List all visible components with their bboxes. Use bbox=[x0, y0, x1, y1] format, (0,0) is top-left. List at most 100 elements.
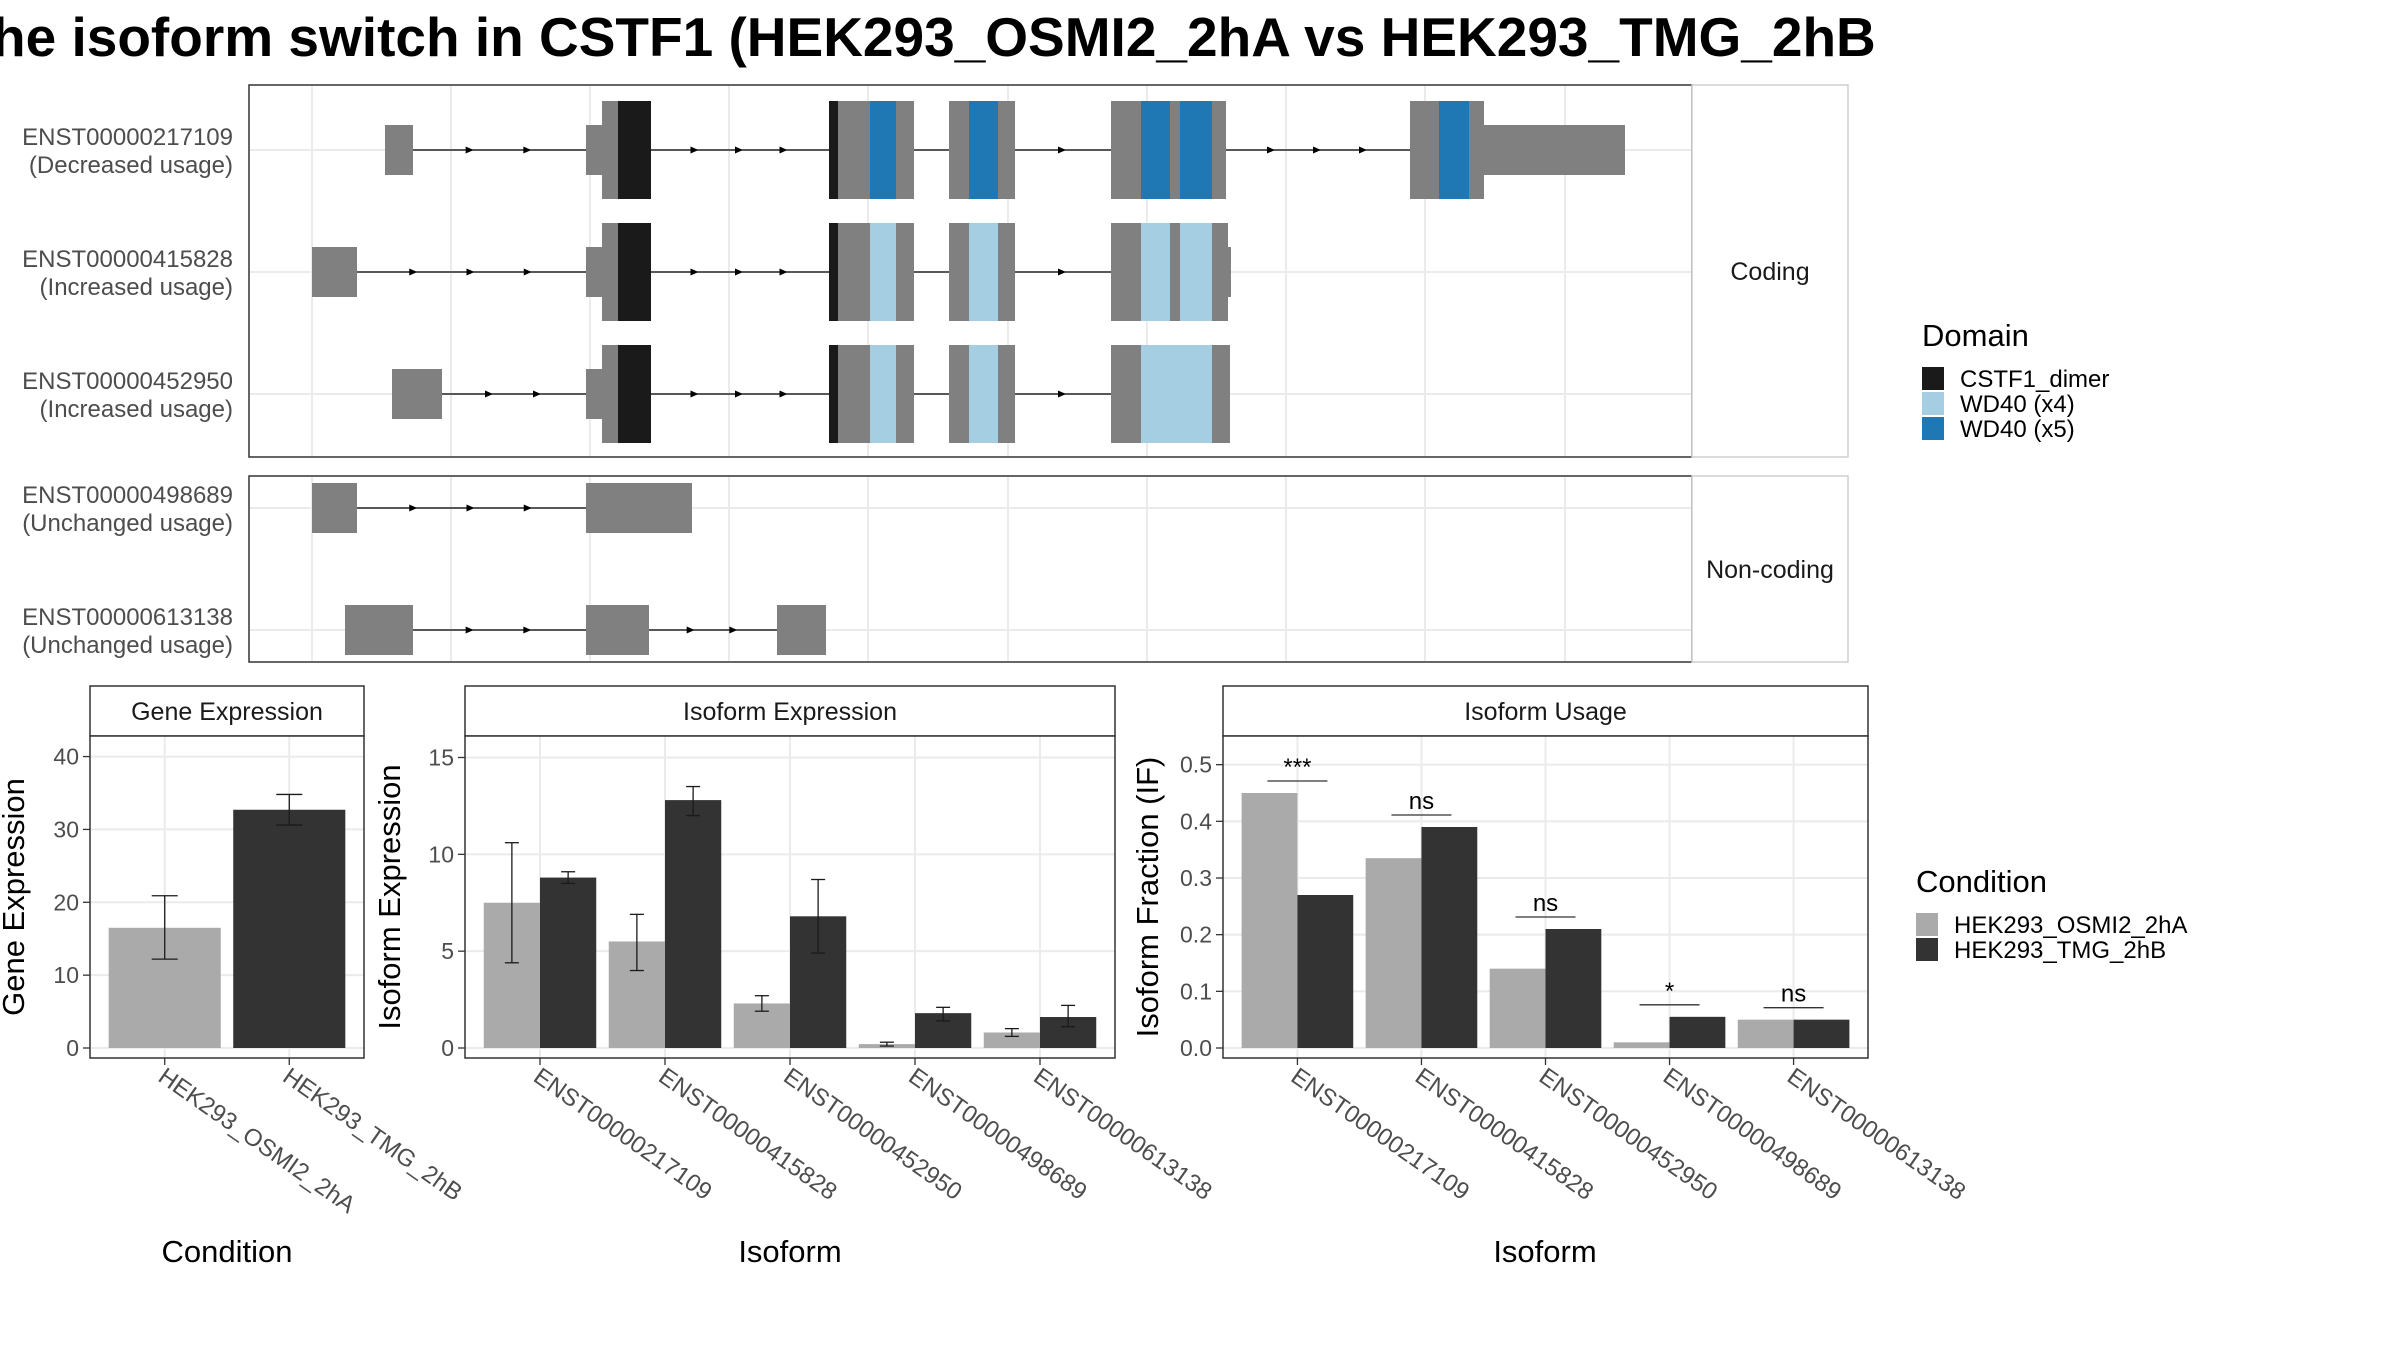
transcript-model-3 bbox=[392, 345, 1230, 443]
legend-key-osmi2 bbox=[1916, 913, 1938, 936]
exon bbox=[949, 345, 969, 443]
facet-strip-title: Isoform Usage bbox=[1464, 698, 1627, 726]
significance-label: * bbox=[1665, 978, 1674, 1005]
x-axis-title: Isoform bbox=[738, 1234, 841, 1269]
intron-arrow bbox=[729, 626, 738, 634]
exon bbox=[1410, 101, 1439, 199]
wd40-domain bbox=[969, 101, 998, 199]
y-tick-label: 0.4 bbox=[1180, 808, 1212, 834]
y-tick-label: 10 bbox=[53, 962, 79, 988]
bar-ENST00000498689-osmi2 bbox=[1613, 1042, 1670, 1048]
wd40-domain bbox=[1141, 345, 1180, 443]
exon bbox=[602, 345, 618, 443]
intron-arrow bbox=[523, 146, 532, 154]
legend-key-wd40-x5 bbox=[1922, 417, 1944, 440]
intron-arrow bbox=[1267, 146, 1275, 154]
chart-isoform-expression: Isoform Expression051015ENST00000217109E… bbox=[372, 685, 1217, 1269]
y-tick-label: 0 bbox=[441, 1035, 454, 1061]
intron-arrow bbox=[735, 146, 743, 154]
wd40-domain bbox=[870, 101, 896, 199]
exon bbox=[1212, 101, 1226, 199]
legend-label-wd40-x5: WD40 (x5) bbox=[1960, 416, 2075, 443]
bar-ENST00000415828-tmg bbox=[665, 800, 722, 1048]
x-tick-label: HEK293_OSMI2_2hA bbox=[153, 1063, 360, 1219]
noncoding-strip-label: Non-coding bbox=[1706, 556, 1834, 584]
coding-strip-label: Coding bbox=[1730, 258, 1809, 286]
intron-arrow bbox=[690, 268, 699, 276]
intron-arrow bbox=[523, 504, 532, 512]
exon bbox=[896, 345, 914, 443]
exon bbox=[1111, 345, 1141, 443]
coding-strip bbox=[1691, 84, 1849, 458]
y-tick-label: 0.5 bbox=[1180, 752, 1212, 778]
intron-arrow bbox=[409, 504, 418, 512]
intron-arrow bbox=[686, 626, 695, 634]
exon bbox=[777, 605, 826, 655]
y-tick-label: 0 bbox=[66, 1035, 79, 1061]
wd40-domain bbox=[870, 345, 896, 443]
exon bbox=[1111, 223, 1141, 321]
exon bbox=[949, 101, 969, 199]
intron-arrow bbox=[409, 268, 418, 276]
transcript-label-1-usage: (Decreased usage) bbox=[29, 152, 233, 179]
intron-arrow bbox=[533, 390, 541, 398]
legend-label-tmg: HEK293_TMG_2hB bbox=[1954, 937, 2166, 964]
transcript-label-1-id: ENST00000217109 bbox=[22, 124, 233, 151]
y-tick-label: 0.2 bbox=[1180, 922, 1212, 948]
transcript-model-5 bbox=[345, 605, 826, 655]
intron-arrow bbox=[466, 504, 475, 512]
facet-strip bbox=[464, 685, 1116, 737]
y-axis-title: Gene Expression bbox=[0, 778, 31, 1016]
intron-arrow bbox=[1058, 146, 1066, 154]
transcript-structure-panel: Coding Non-coding ENST00000217109 (Decre… bbox=[22, 84, 1849, 663]
wd40-domain bbox=[1141, 101, 1170, 199]
exon bbox=[998, 345, 1015, 443]
wd40-domain bbox=[969, 223, 998, 321]
y-tick-label: 0.1 bbox=[1180, 978, 1212, 1004]
condition-legend-title: Condition bbox=[1916, 864, 2047, 899]
exon bbox=[838, 223, 870, 321]
exon bbox=[838, 345, 870, 443]
exon bbox=[602, 223, 618, 321]
cstf1-dimer-domain bbox=[618, 223, 651, 321]
intron-arrow bbox=[465, 626, 474, 634]
y-tick-label: 40 bbox=[53, 744, 79, 770]
legend-key-wd40-x4 bbox=[1922, 392, 1944, 415]
figure-title: he isoform switch in CSTF1 (HEK293_OSMI2… bbox=[0, 6, 1876, 68]
bar-ENST00000613138-osmi2 bbox=[1737, 1019, 1794, 1048]
intron-arrow bbox=[1058, 390, 1066, 398]
bar-HEK293_TMG_2hB bbox=[233, 809, 346, 1048]
cstf1-dimer-domain bbox=[829, 345, 838, 443]
transcript-label-3-usage: (Increased usage) bbox=[40, 396, 233, 423]
cstf1-dimer-domain bbox=[618, 101, 651, 199]
transcript-label-3-id: ENST00000452950 bbox=[22, 368, 233, 395]
bar-charts: Gene Expression 0 10 20 30 40 HEK293_OSMI2_2hA… bbox=[0, 685, 1970, 1269]
exon bbox=[586, 247, 602, 297]
y-tick-label: 5 bbox=[441, 938, 454, 964]
exon bbox=[345, 605, 413, 655]
intron-arrow bbox=[465, 146, 474, 154]
intron-arrow bbox=[485, 390, 493, 398]
y-tick-label: 0.0 bbox=[1180, 1035, 1212, 1061]
significance-label: *** bbox=[1283, 754, 1311, 781]
intron-arrow bbox=[690, 146, 699, 154]
exon bbox=[312, 247, 357, 297]
y-tick-label: 20 bbox=[53, 889, 79, 915]
intron-arrow bbox=[779, 146, 788, 154]
transcript-model-4 bbox=[312, 483, 692, 533]
transcript-labels: ENST00000217109 (Decreased usage) ENST00… bbox=[22, 124, 233, 659]
exon bbox=[896, 101, 914, 199]
exon bbox=[838, 101, 870, 199]
domain-legend: Domain CSTF1_dimer WD40 (x4) WD40 (x5) bbox=[1922, 318, 2109, 443]
intron-arrow bbox=[523, 268, 532, 276]
exon bbox=[949, 223, 969, 321]
cstf1-dimer-domain bbox=[829, 101, 838, 199]
exon bbox=[602, 101, 618, 199]
x-axis-title: Isoform bbox=[1493, 1234, 1596, 1269]
noncoding-facet-panel bbox=[248, 475, 1693, 663]
intron-arrow bbox=[690, 390, 699, 398]
legend-label-wd40-x4: WD40 (x4) bbox=[1960, 391, 2075, 418]
exon bbox=[392, 369, 442, 419]
wd40-domain bbox=[1141, 223, 1170, 321]
bar-ENST00000498689-tmg bbox=[1669, 1016, 1726, 1048]
